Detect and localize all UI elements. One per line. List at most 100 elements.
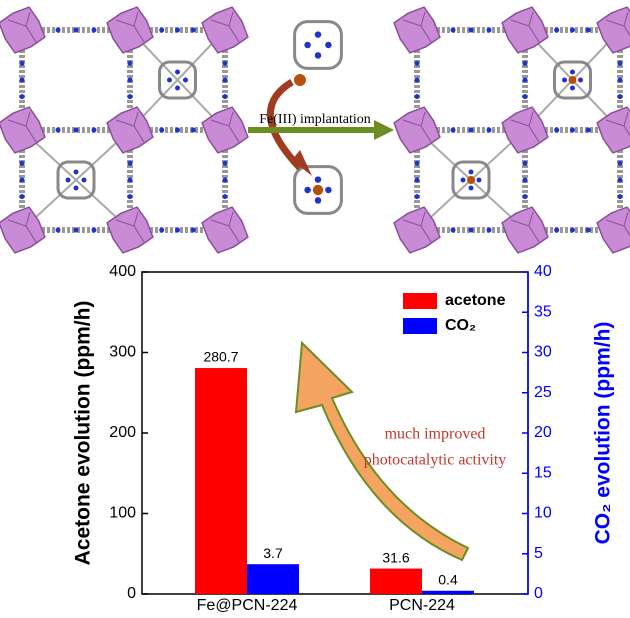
value-label: 0.4 [438,571,458,587]
linker-atom [222,194,228,200]
legend-label: acetone [445,292,506,309]
linker-atom [468,127,474,133]
y2-tick-label: 25 [534,384,552,401]
linker-atom [554,127,560,133]
annotation: much improved [385,426,486,443]
y2-tick-label: 5 [534,545,543,562]
cluster [596,206,630,254]
cluster-facet [115,111,145,143]
porphyrin-n [314,31,322,38]
linker-atom [190,127,196,133]
porphyrin [158,60,197,100]
linker-atom [570,127,575,133]
cluster [393,106,441,154]
cluster-facet [7,11,37,43]
y2-tick-label: 10 [534,505,552,522]
arm [129,29,226,131]
y2-tick-label: 30 [534,344,552,361]
linker-atom [19,60,25,66]
porphyrin-n [81,177,87,183]
linker-atom [468,227,474,233]
linker-atom [522,194,528,200]
cluster-facet [115,11,145,43]
linker-atom [190,227,196,233]
linker-atom [222,77,228,83]
linker-atom [222,60,228,66]
linker-atom [222,160,228,166]
porphyrin-n [314,197,322,204]
linker-atom [127,94,133,100]
cluster [201,6,249,54]
y-tick-label: 400 [109,263,136,280]
linker-atom [617,194,623,200]
linker-atom [554,27,560,33]
linker-atom [175,127,180,133]
x-tick-label: PCN-224 [389,597,455,614]
linker-atom [159,127,165,133]
porphyrin [56,160,96,200]
cluster [201,206,249,254]
linker-atom [585,27,591,33]
linker-atom [585,227,591,233]
linker-atom [522,177,528,183]
cluster [201,106,249,154]
linker-atom [159,227,165,233]
curve-arrow [266,78,303,171]
linker-atom [127,160,133,166]
iron [467,176,475,184]
cluster-facet [510,211,540,243]
cluster-facet [7,211,37,243]
cluster-facet [210,11,240,43]
cluster-facet [402,11,432,43]
linker-atom [19,94,25,100]
y-tick-label: 300 [109,344,136,361]
cluster-facet [605,111,630,137]
y-axis-title: Acetone evolution (ppm/h) [72,301,95,566]
linker-atom [91,127,97,133]
linker-atom [73,27,79,33]
y-tick-label: 200 [109,424,136,441]
linker-atom [617,77,623,83]
cluster [106,106,154,154]
iron [568,76,577,84]
improvement-arrow [294,340,470,562]
linker-atom [55,27,61,33]
linker-atom [175,227,180,233]
linker-atom [617,177,623,183]
porphyrin-n [325,41,332,49]
porphyrin-n [304,186,311,194]
linker-atom [414,160,420,166]
cluster [106,206,154,254]
y2-tick-label: 20 [534,424,552,441]
arrow-head [374,120,394,140]
porphyrin-n [175,69,180,75]
linker-atom [19,77,25,83]
porphyrin [293,20,343,70]
linker-atom [522,60,528,66]
linker-atom [414,177,420,183]
cluster [596,106,630,154]
chart: 0 100 200 300 400 0 5 10 15 20 25 30 35 40 Acetone evo… [72,263,615,614]
linker-atom [450,27,456,33]
cluster [0,106,46,154]
cluster [501,6,549,54]
iron [312,184,324,196]
linker-atom [127,177,133,183]
cluster-facet [402,211,432,243]
porphyrin-n [73,185,79,191]
bar [247,564,299,594]
porphyrin-n [175,85,180,91]
porphyrin-n [460,177,466,183]
porphyrin-n [570,69,575,75]
linker-atom [127,60,133,66]
cluster [0,206,46,254]
value-label: 31.6 [382,549,409,565]
arrow-head [292,150,312,176]
x-tick-label: Fe@PCN-224 [197,597,298,614]
linker-atom [127,194,133,200]
legend-swatch [403,293,437,309]
linker-atom [19,160,25,166]
linker-atom [617,160,623,166]
cluster-facet [605,211,630,237]
